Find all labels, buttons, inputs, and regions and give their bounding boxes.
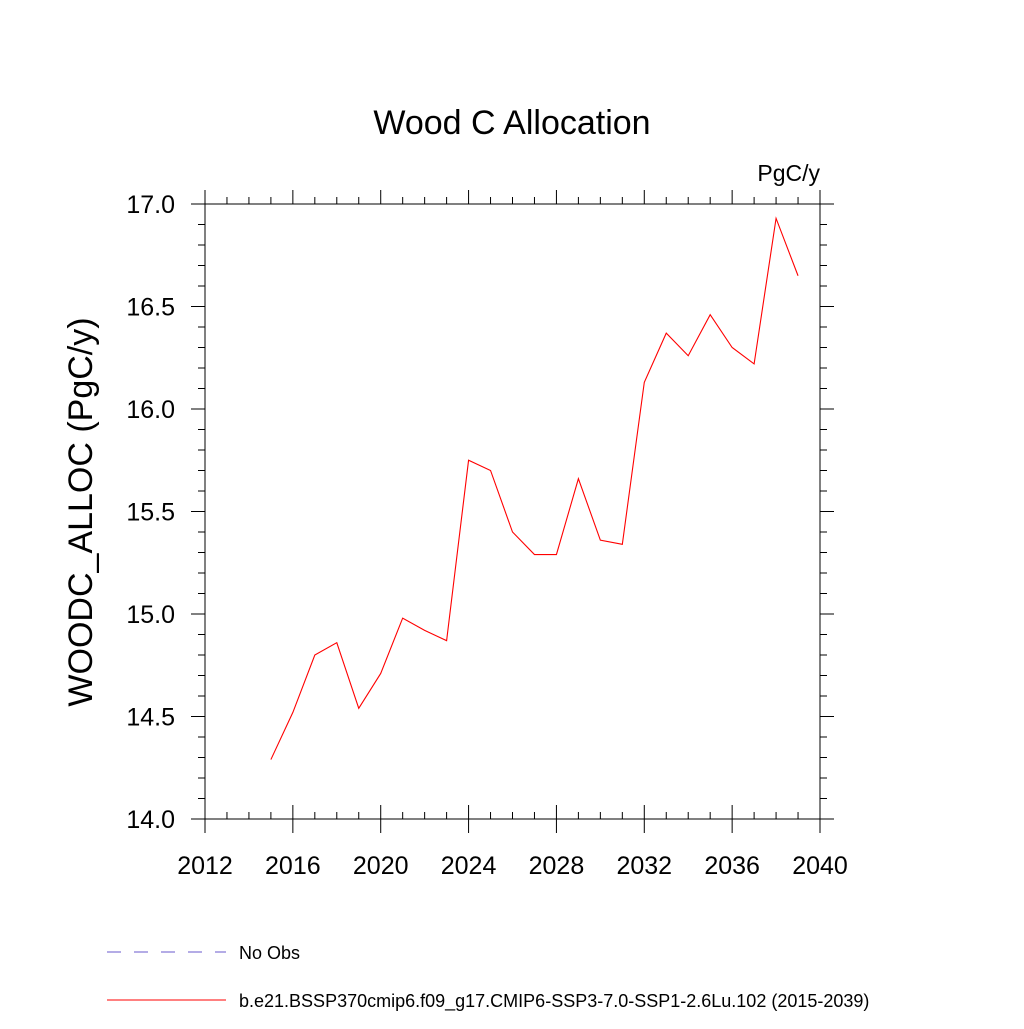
x-tick-label: 2040 [792,852,848,880]
x-tick-label: 2028 [529,852,585,880]
series-layer [270,216,799,760]
legend-label: No Obs [239,943,300,963]
y-tick-label: 14.0 [126,806,175,834]
major-ticks [191,190,834,833]
chart-title: Wood C Allocation [373,104,650,142]
y-tick-label: 16.0 [126,396,175,424]
y-axis-label: WOODC_ALLOC (PgC/y) [62,317,100,706]
x-tick-label: 2012 [177,852,233,880]
y-tick-label: 17.0 [126,191,175,219]
y-tick-label: 14.5 [126,704,175,732]
y-tick-label: 16.5 [126,294,175,322]
y-tick-label: 15.0 [126,601,175,629]
x-tick-label: 2032 [616,852,672,880]
series-line [270,216,799,760]
x-tick-label: 2024 [441,852,497,880]
x-tick-labels: 2012 2016 2020 2024 2028 2032 2036 2040 [177,852,848,880]
x-tick-label: 2016 [265,852,321,880]
units-label: PgC/y [757,160,820,186]
legend: No Obs b.e21.BSSP370cmip6.f09_g17.CMIP6-S… [107,943,869,1012]
y-tick-label: 15.5 [126,499,175,527]
plot-frame [204,203,821,820]
legend-label: b.e21.BSSP370cmip6.f09_g17.CMIP6-SSP3-7.… [239,991,869,1012]
y-tick-labels: 14.0 14.5 15.0 15.5 16.0 16.5 17.0 [126,191,175,834]
x-tick-label: 2020 [353,852,409,880]
x-tick-label: 2036 [704,852,760,880]
minor-ticks [198,197,827,819]
